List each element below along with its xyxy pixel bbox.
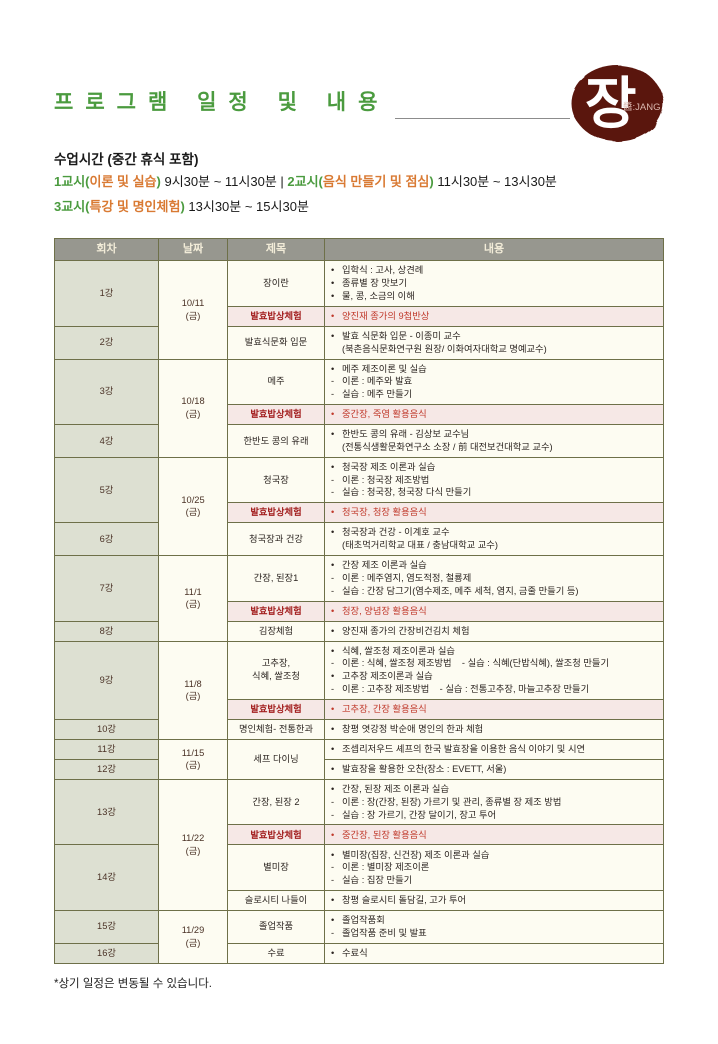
svg-text:醬:JANG: 醬:JANG — [623, 101, 660, 113]
